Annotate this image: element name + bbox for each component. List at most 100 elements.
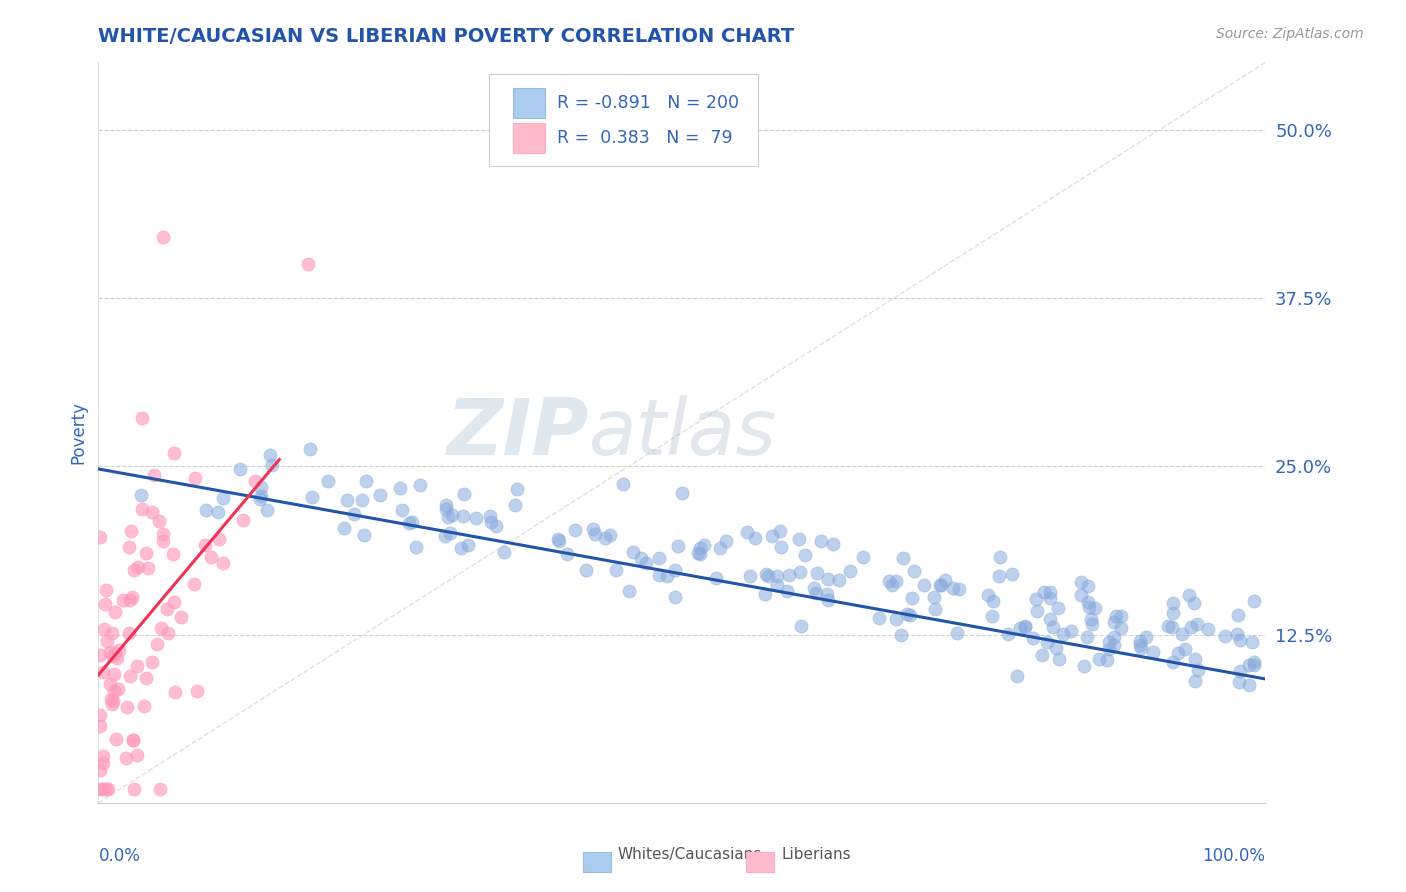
Point — [228, 462, 250, 476]
Point — [686, 546, 709, 560]
Point — [636, 557, 658, 571]
Point — [118, 540, 141, 554]
Point — [103, 683, 125, 698]
Point — [100, 691, 122, 706]
Point — [769, 524, 792, 538]
Point — [135, 545, 157, 559]
Point — [806, 586, 828, 600]
Point — [101, 648, 124, 663]
Point — [148, 514, 170, 528]
Point — [194, 538, 217, 552]
Point — [391, 502, 413, 516]
Point — [555, 547, 578, 561]
Point — [135, 672, 157, 686]
Point — [693, 538, 716, 552]
Point — [593, 532, 616, 546]
Point — [434, 529, 457, 543]
Point — [183, 577, 205, 591]
Point — [868, 611, 890, 625]
Point — [794, 548, 817, 562]
Point — [250, 480, 273, 494]
Point — [547, 533, 569, 548]
Point — [903, 564, 925, 578]
Point — [1243, 655, 1265, 669]
Point — [152, 534, 174, 549]
Point — [617, 584, 640, 599]
Point — [896, 607, 918, 621]
Point — [1171, 627, 1194, 641]
Point — [738, 569, 761, 583]
Point — [648, 550, 671, 565]
Point — [1213, 630, 1236, 644]
Point — [150, 621, 173, 635]
Point — [756, 569, 779, 583]
Point — [647, 568, 669, 582]
Point — [806, 566, 828, 580]
Point — [1060, 624, 1083, 639]
Point — [1178, 588, 1201, 602]
Point — [778, 568, 800, 582]
Point — [1109, 608, 1132, 623]
Point — [105, 651, 128, 665]
Point — [141, 505, 163, 519]
Point — [503, 498, 526, 512]
Point — [409, 477, 432, 491]
Point — [612, 477, 634, 491]
Point — [890, 628, 912, 642]
Point — [91, 749, 114, 764]
Point — [1039, 611, 1062, 625]
Point — [689, 547, 711, 561]
Point — [94, 597, 117, 611]
Point — [232, 512, 254, 526]
Point — [301, 490, 323, 504]
Point — [605, 563, 627, 577]
Point — [766, 568, 789, 582]
Point — [657, 568, 679, 582]
Text: ZIP: ZIP — [446, 394, 589, 471]
Point — [942, 581, 965, 595]
Point — [1109, 621, 1132, 635]
Point — [100, 626, 122, 640]
Point — [1129, 639, 1152, 653]
Point — [114, 751, 136, 765]
Point — [1088, 652, 1111, 666]
Point — [479, 515, 502, 529]
Point — [453, 509, 475, 524]
Point — [485, 519, 508, 533]
Point — [478, 508, 501, 523]
Point — [127, 747, 149, 762]
Text: atlas: atlas — [589, 394, 776, 471]
Point — [157, 626, 180, 640]
Point — [332, 521, 354, 535]
Point — [124, 563, 146, 577]
Point — [924, 590, 946, 604]
FancyBboxPatch shape — [582, 853, 610, 871]
Point — [766, 578, 789, 592]
Point — [146, 637, 169, 651]
Point — [200, 549, 222, 564]
Point — [744, 531, 766, 545]
FancyBboxPatch shape — [513, 123, 546, 153]
Point — [1080, 617, 1102, 632]
Point — [212, 491, 235, 505]
Point — [1157, 619, 1180, 633]
Point — [353, 528, 375, 542]
Point — [131, 410, 153, 425]
Point — [1237, 678, 1260, 692]
Point — [118, 626, 141, 640]
Text: Source: ZipAtlas.com: Source: ZipAtlas.com — [1216, 27, 1364, 41]
Point — [884, 612, 907, 626]
Point — [388, 481, 411, 495]
Point — [464, 511, 486, 525]
Point — [89, 763, 111, 777]
Point — [492, 545, 515, 559]
Point — [828, 573, 851, 587]
Point — [434, 501, 457, 516]
Point — [664, 590, 686, 604]
Point — [343, 508, 366, 522]
Y-axis label: Poverty: Poverty — [69, 401, 87, 464]
Text: 100.0%: 100.0% — [1202, 847, 1265, 865]
Point — [1010, 620, 1032, 634]
Point — [946, 626, 969, 640]
Point — [208, 532, 231, 546]
